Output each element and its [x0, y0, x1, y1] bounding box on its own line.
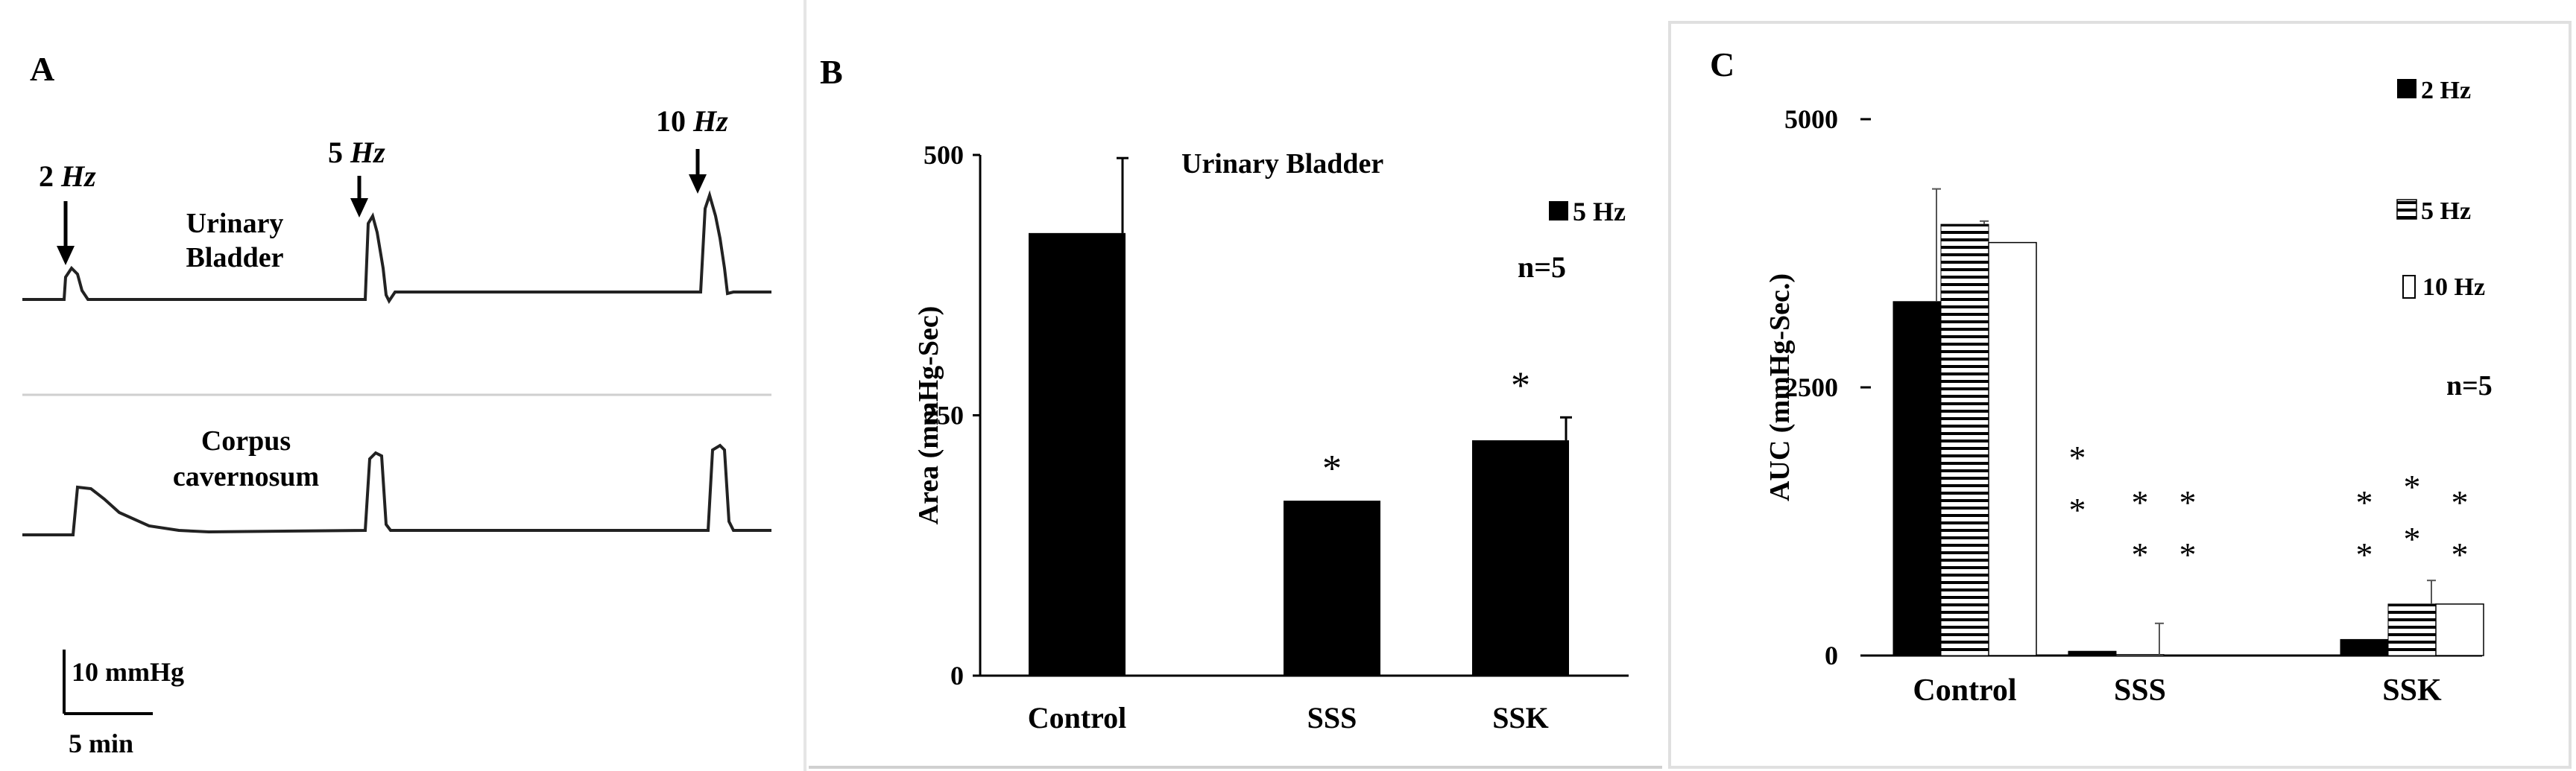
y-tick-label: 0	[1825, 641, 1838, 670]
y-tick-label: 5000	[1784, 104, 1838, 134]
bar-sss	[1284, 501, 1380, 676]
significance-star: *	[2132, 536, 2149, 574]
panel-b-legend: 5 Hz	[1549, 197, 1626, 226]
significance-star: *	[2356, 536, 2373, 574]
bladder-label-line2: Bladder	[186, 242, 284, 273]
significance-star: *	[2356, 483, 2373, 521]
panel-c-frame	[1668, 21, 2572, 769]
x-tick-label-sss: SSS	[2114, 673, 2166, 708]
legend-swatch-5hz	[2396, 199, 2417, 220]
cavernosum-label-line1: Corpus	[201, 425, 291, 457]
panel-c-axes: 0 2500 5000 AUC (mmHg-Sec.)	[1764, 104, 2482, 670]
significance-star: *	[2452, 483, 2469, 521]
legend-label-2hz: 2 Hz	[2421, 77, 2471, 104]
x-tick-label-sss: SSS	[1307, 701, 1357, 734]
bladder-trace	[22, 190, 771, 304]
legend-label-5hz: 5 Hz	[1573, 197, 1626, 226]
significance-star: *	[2404, 468, 2421, 506]
bar-control	[1029, 232, 1126, 676]
y-tick-label: 500	[924, 140, 964, 170]
panel-c-marks: Control * * * * * * SSS * * * * * * SSK	[1892, 188, 2484, 708]
significance-star: *	[2452, 536, 2469, 574]
bar-control-2-hz	[1892, 301, 1942, 656]
stimulus-marker-2hz: 2 Hz	[39, 159, 96, 265]
arrow-down-icon	[57, 246, 75, 265]
panel-a-recordings: A Urinary Bladder Corpus cavernosum 2 Hz…	[22, 50, 771, 758]
significance-star: *	[2132, 483, 2149, 521]
x-tick-label-ssk: SSK	[2382, 673, 2442, 708]
bar-control-5-hz	[1940, 223, 1989, 656]
x-tick-label-control: Control	[1028, 701, 1127, 734]
legend-swatch-10hz	[2402, 275, 2416, 299]
panel-b-n-label: n=5	[1518, 250, 1566, 284]
cavernosum-label-line2: cavernosum	[173, 461, 319, 492]
arrow-down-icon	[689, 174, 707, 194]
bar-ssk-5-hz	[2387, 603, 2437, 656]
bar-sss-5-hz	[2115, 654, 2165, 656]
panel-c-letter: C	[1710, 45, 1734, 83]
significance-star: *	[2069, 491, 2086, 529]
panel-c-n-label: n=5	[2446, 370, 2493, 402]
significance-star: *	[2179, 483, 2197, 521]
panel-c-chart: C 2 Hz 5 Hz 10 Hz n=5 0 2500 5000 AUC (mmHg…	[1710, 45, 2493, 708]
panel-b-marks: Control * SSS * SSK	[1028, 156, 1572, 734]
panel-a-letter: A	[30, 50, 54, 88]
panel-b-title: Urinary Bladder	[1181, 148, 1383, 180]
y-tick-label: 0	[950, 661, 964, 691]
bar-sss-2-hz	[2068, 650, 2117, 656]
bar-ssk	[1472, 440, 1569, 676]
y-tick-label: 2500	[1784, 372, 1838, 402]
arrow-down-icon	[350, 198, 368, 218]
significance-star: *	[2404, 520, 2421, 558]
bar-ssk-2-hz	[2340, 638, 2389, 656]
svg-text:10 Hz: 10 Hz	[656, 104, 728, 138]
significance-star: *	[1511, 364, 1530, 407]
significance-star: *	[2179, 536, 2197, 574]
stimulus-marker-10hz: 10 Hz	[656, 104, 728, 194]
scale-bar-y-label: 10 mmHg	[72, 657, 184, 687]
legend-swatch-5hz	[1549, 201, 1568, 220]
stimulus-marker-5hz: 5 Hz	[328, 136, 385, 218]
significance-star: *	[2069, 439, 2086, 477]
bar-ssk-10-hz	[2435, 603, 2484, 656]
scale-bar: 10 mmHg 5 min	[63, 650, 184, 758]
x-tick-label-ssk: SSK	[1492, 701, 1549, 734]
y-axis-label: Area (mmHg-Sec)	[913, 306, 944, 525]
panel-b-chart: B Urinary Bladder 5 Hz n=5 0 250 500 Area (…	[820, 53, 1629, 734]
bar-control-10-hz	[1988, 241, 2037, 656]
x-tick-label-control: Control	[1913, 673, 2016, 708]
legend-swatch-2hz	[2397, 79, 2416, 98]
legend-label-10hz: 10 Hz	[2422, 273, 2485, 301]
bladder-label-line1: Urinary	[186, 208, 284, 239]
panel-b-letter: B	[820, 53, 843, 91]
svg-text:2 Hz: 2 Hz	[39, 159, 96, 193]
y-tick-label: 250	[924, 401, 964, 431]
significance-star: *	[1322, 448, 1342, 490]
panel-c-legend: 2 Hz 5 Hz 10 Hz	[2396, 77, 2485, 301]
svg-text:5 Hz: 5 Hz	[328, 136, 385, 169]
cavernosum-trace	[22, 443, 771, 536]
scale-bar-x-label: 5 min	[69, 729, 133, 758]
legend-label-5hz: 5 Hz	[2421, 197, 2471, 225]
y-axis-label: AUC (mmHg-Sec.)	[1764, 273, 1796, 501]
